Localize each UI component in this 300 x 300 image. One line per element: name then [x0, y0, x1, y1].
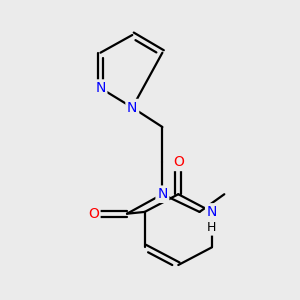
Text: N: N	[95, 81, 106, 95]
Text: O: O	[88, 207, 99, 221]
Text: N: N	[207, 205, 217, 219]
Text: H: H	[207, 221, 217, 234]
Text: N: N	[127, 100, 137, 115]
Text: O: O	[173, 155, 184, 170]
Text: N: N	[157, 187, 168, 201]
